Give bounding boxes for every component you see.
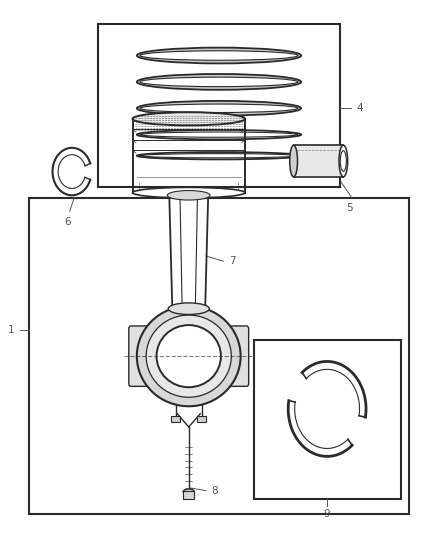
- Bar: [293, 145, 343, 177]
- Ellipse shape: [137, 152, 301, 159]
- Ellipse shape: [133, 188, 245, 198]
- Text: 5: 5: [346, 204, 353, 214]
- Ellipse shape: [140, 132, 298, 138]
- Bar: [254, 341, 401, 498]
- Ellipse shape: [140, 77, 298, 87]
- Ellipse shape: [183, 489, 194, 494]
- Ellipse shape: [137, 101, 301, 116]
- Text: 7: 7: [229, 256, 235, 266]
- Ellipse shape: [140, 104, 298, 112]
- Ellipse shape: [137, 74, 301, 90]
- Ellipse shape: [167, 191, 210, 200]
- Bar: [198, 416, 206, 422]
- Ellipse shape: [168, 303, 209, 314]
- Ellipse shape: [340, 151, 346, 171]
- Bar: [29, 198, 409, 514]
- Bar: [98, 24, 340, 188]
- FancyBboxPatch shape: [129, 326, 157, 386]
- Text: 1: 1: [8, 325, 15, 335]
- Ellipse shape: [290, 145, 297, 177]
- Text: 9: 9: [324, 510, 330, 519]
- Bar: [171, 416, 180, 422]
- FancyBboxPatch shape: [220, 326, 249, 386]
- Text: 4: 4: [356, 103, 363, 114]
- Ellipse shape: [137, 47, 301, 63]
- Ellipse shape: [137, 306, 240, 406]
- Text: 6: 6: [64, 217, 71, 227]
- Text: 8: 8: [212, 486, 218, 496]
- Ellipse shape: [140, 154, 298, 158]
- Bar: [183, 491, 194, 498]
- Ellipse shape: [156, 325, 221, 387]
- Ellipse shape: [339, 145, 348, 177]
- Ellipse shape: [140, 51, 298, 60]
- Ellipse shape: [137, 130, 301, 140]
- Ellipse shape: [133, 112, 245, 125]
- Ellipse shape: [146, 315, 231, 397]
